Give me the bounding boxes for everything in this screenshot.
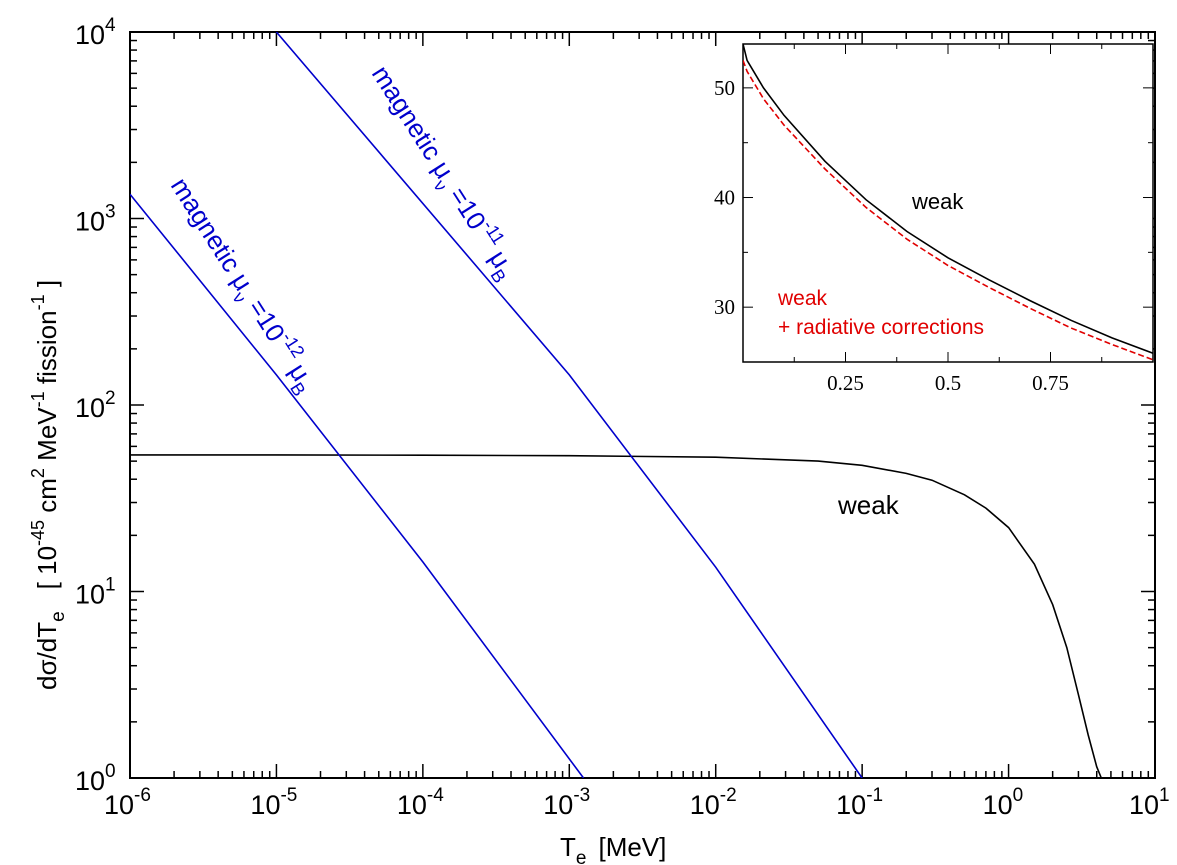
y-tick-label: 103 — [75, 202, 116, 237]
series-line-magnetic-1e-11 — [275, 32, 863, 778]
x-tick-label: 10-6 — [104, 785, 151, 820]
inset-y-tick-label: 40 — [714, 186, 735, 210]
x-tick-label: 10-2 — [690, 785, 737, 820]
inset-annotation-radiative-line2: + radiative corrections — [778, 316, 984, 339]
annotation-weak: weak — [837, 490, 900, 520]
y-tick-label: 102 — [75, 388, 116, 423]
inset-series-group — [743, 44, 1153, 361]
main-series-group — [130, 32, 1103, 778]
y-tick-label: 101 — [75, 575, 116, 610]
x-tick-label: 101 — [1129, 785, 1170, 820]
inset-y-tick-label: 30 — [714, 295, 735, 319]
x-tick-label: 100 — [983, 785, 1024, 820]
inset-x-tick-label: 0.75 — [1032, 371, 1069, 395]
annotation-magnetic-1e-11: magnetic μν =10-11μB — [361, 58, 527, 287]
main-axis-ticks — [129, 31, 1156, 779]
x-tick-label: 10-4 — [397, 785, 444, 820]
inset-axis-ticks — [743, 44, 1153, 362]
x-tick-label: 10-3 — [543, 785, 590, 820]
inset-y-tick-label: 50 — [714, 76, 735, 100]
inset-series-line-weak — [743, 44, 1153, 354]
inset-annotation-weak: weak — [911, 189, 964, 214]
main-tick-labels: 10-6 10-5 10-4 10-3 10-2 10-1 100 101 100 101 102 1… — [75, 15, 1170, 820]
x-tick-label: 10-5 — [250, 785, 297, 820]
x-tick-label: 10-1 — [836, 785, 883, 820]
y-axis-label: dσ/dTe[ 10-45 cm2 MeV-1 fission-1 ] — [28, 280, 69, 690]
inset-tick-labels: 0.25 0.5 0.75 30 40 50 — [714, 76, 1069, 395]
inset-annotation-radiative-line1: weak — [777, 287, 828, 310]
series-line-weak — [130, 454, 1103, 778]
inset-series-line-weak-radiative-corrections — [743, 60, 1153, 361]
inset-x-tick-label: 0.5 — [935, 371, 961, 395]
y-tick-label: 104 — [75, 15, 116, 50]
y-tick-label: 100 — [75, 761, 116, 796]
inset-x-tick-label: 0.25 — [827, 371, 864, 395]
x-axis-label: Te [MeV] — [560, 832, 666, 865]
inset-frame — [742, 43, 1154, 363]
series-line-magnetic-1e-12 — [130, 193, 585, 778]
annotation-magnetic-1e-12: magnetic μν =10-12μB — [160, 170, 326, 400]
